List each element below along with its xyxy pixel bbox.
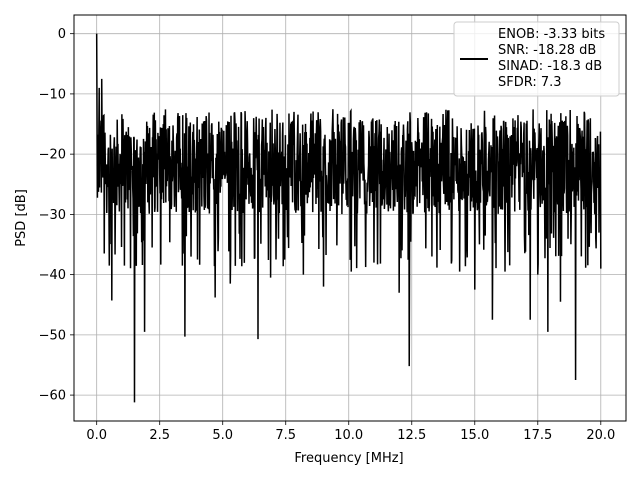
x-tick-label: 5.0 bbox=[212, 428, 233, 443]
x-tick-label: 20.0 bbox=[586, 428, 615, 443]
legend: ENOB: -3.33 bits SNR: -18.28 dB SINAD: -… bbox=[453, 21, 620, 97]
y-tick-label: −60 bbox=[39, 389, 66, 404]
y-tick-label: −10 bbox=[39, 87, 66, 102]
axes-frame bbox=[73, 14, 627, 422]
legend-sinad: SINAD: -18.3 dB bbox=[498, 59, 602, 74]
x-axis-label: Frequency [MHz] bbox=[294, 451, 403, 466]
legend-snr: SNR: -18.28 dB bbox=[498, 43, 596, 58]
y-tick-label: −20 bbox=[39, 148, 66, 163]
y-tick-label: 0 bbox=[58, 27, 66, 42]
legend-box bbox=[453, 21, 620, 97]
x-tick-label: 7.5 bbox=[275, 428, 296, 443]
y-tick-label: −40 bbox=[39, 268, 66, 283]
x-tick-label: 0.0 bbox=[86, 428, 107, 443]
x-tick-label: 15.0 bbox=[460, 428, 489, 443]
y-axis-ticks: 0 −10 −20 −30 −40 −50 −60 bbox=[39, 27, 74, 404]
y-tick-label: −50 bbox=[39, 328, 66, 343]
plot-area bbox=[95, 33, 602, 403]
y-axis-label: PSD [dB] bbox=[14, 189, 29, 247]
legend-sfdr: SFDR: 7.3 bbox=[498, 75, 562, 90]
x-tick-label: 17.5 bbox=[523, 428, 552, 443]
y-tick-label: −30 bbox=[39, 208, 66, 223]
x-tick-label: 2.5 bbox=[149, 428, 170, 443]
x-tick-label: 10.0 bbox=[334, 428, 363, 443]
x-axis-ticks: 0.0 2.5 5.0 7.5 10.0 12.5 15.0 17.5 20.0 bbox=[86, 421, 615, 443]
x-tick-label: 12.5 bbox=[397, 428, 426, 443]
psd-series-line bbox=[95, 33, 602, 403]
legend-enob: ENOB: -3.33 bits bbox=[498, 27, 605, 42]
